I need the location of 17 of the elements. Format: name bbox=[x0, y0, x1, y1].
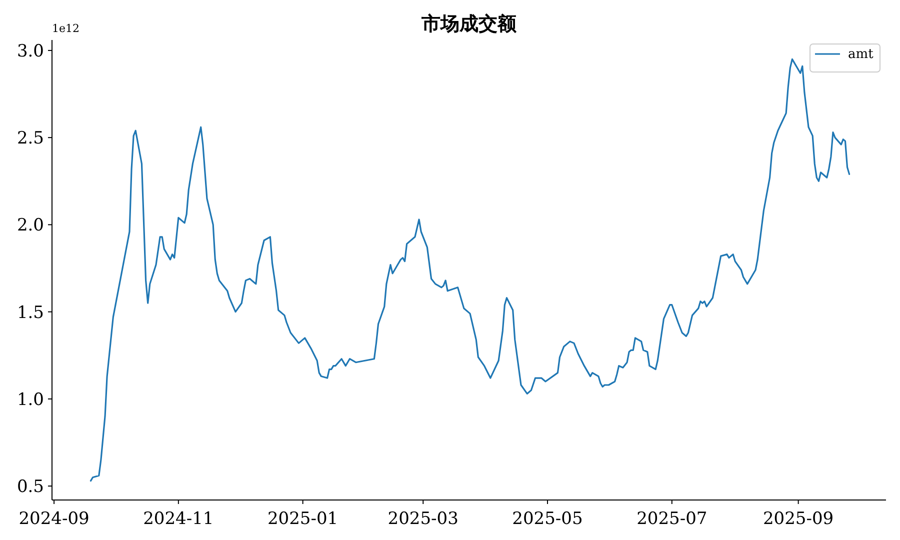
y-tick-label: 0.5 bbox=[16, 477, 44, 498]
x-tick-label: 2024-09 bbox=[18, 509, 90, 529]
chart-title: 市场成交额 bbox=[420, 13, 518, 35]
y-tick-label: 2.0 bbox=[16, 216, 44, 236]
legend: amt bbox=[810, 44, 880, 72]
x-tick-label: 2025-07 bbox=[636, 509, 708, 529]
y-tick-label: 1.5 bbox=[16, 302, 44, 323]
x-tick-label: 2025-09 bbox=[763, 509, 834, 529]
x-tick-label: 2025-05 bbox=[512, 509, 583, 529]
y-tick-label: 1.0 bbox=[16, 390, 44, 410]
y-tick-label: 2.5 bbox=[16, 128, 44, 149]
x-tick-label: 2025-01 bbox=[267, 509, 338, 529]
x-tick-label: 2024-11 bbox=[143, 509, 214, 529]
x-tick-label: 2025-03 bbox=[388, 509, 458, 529]
legend-label: amt bbox=[848, 47, 874, 62]
y-tick-label: 3.0 bbox=[16, 41, 44, 62]
text: 1e12 bbox=[52, 22, 80, 35]
